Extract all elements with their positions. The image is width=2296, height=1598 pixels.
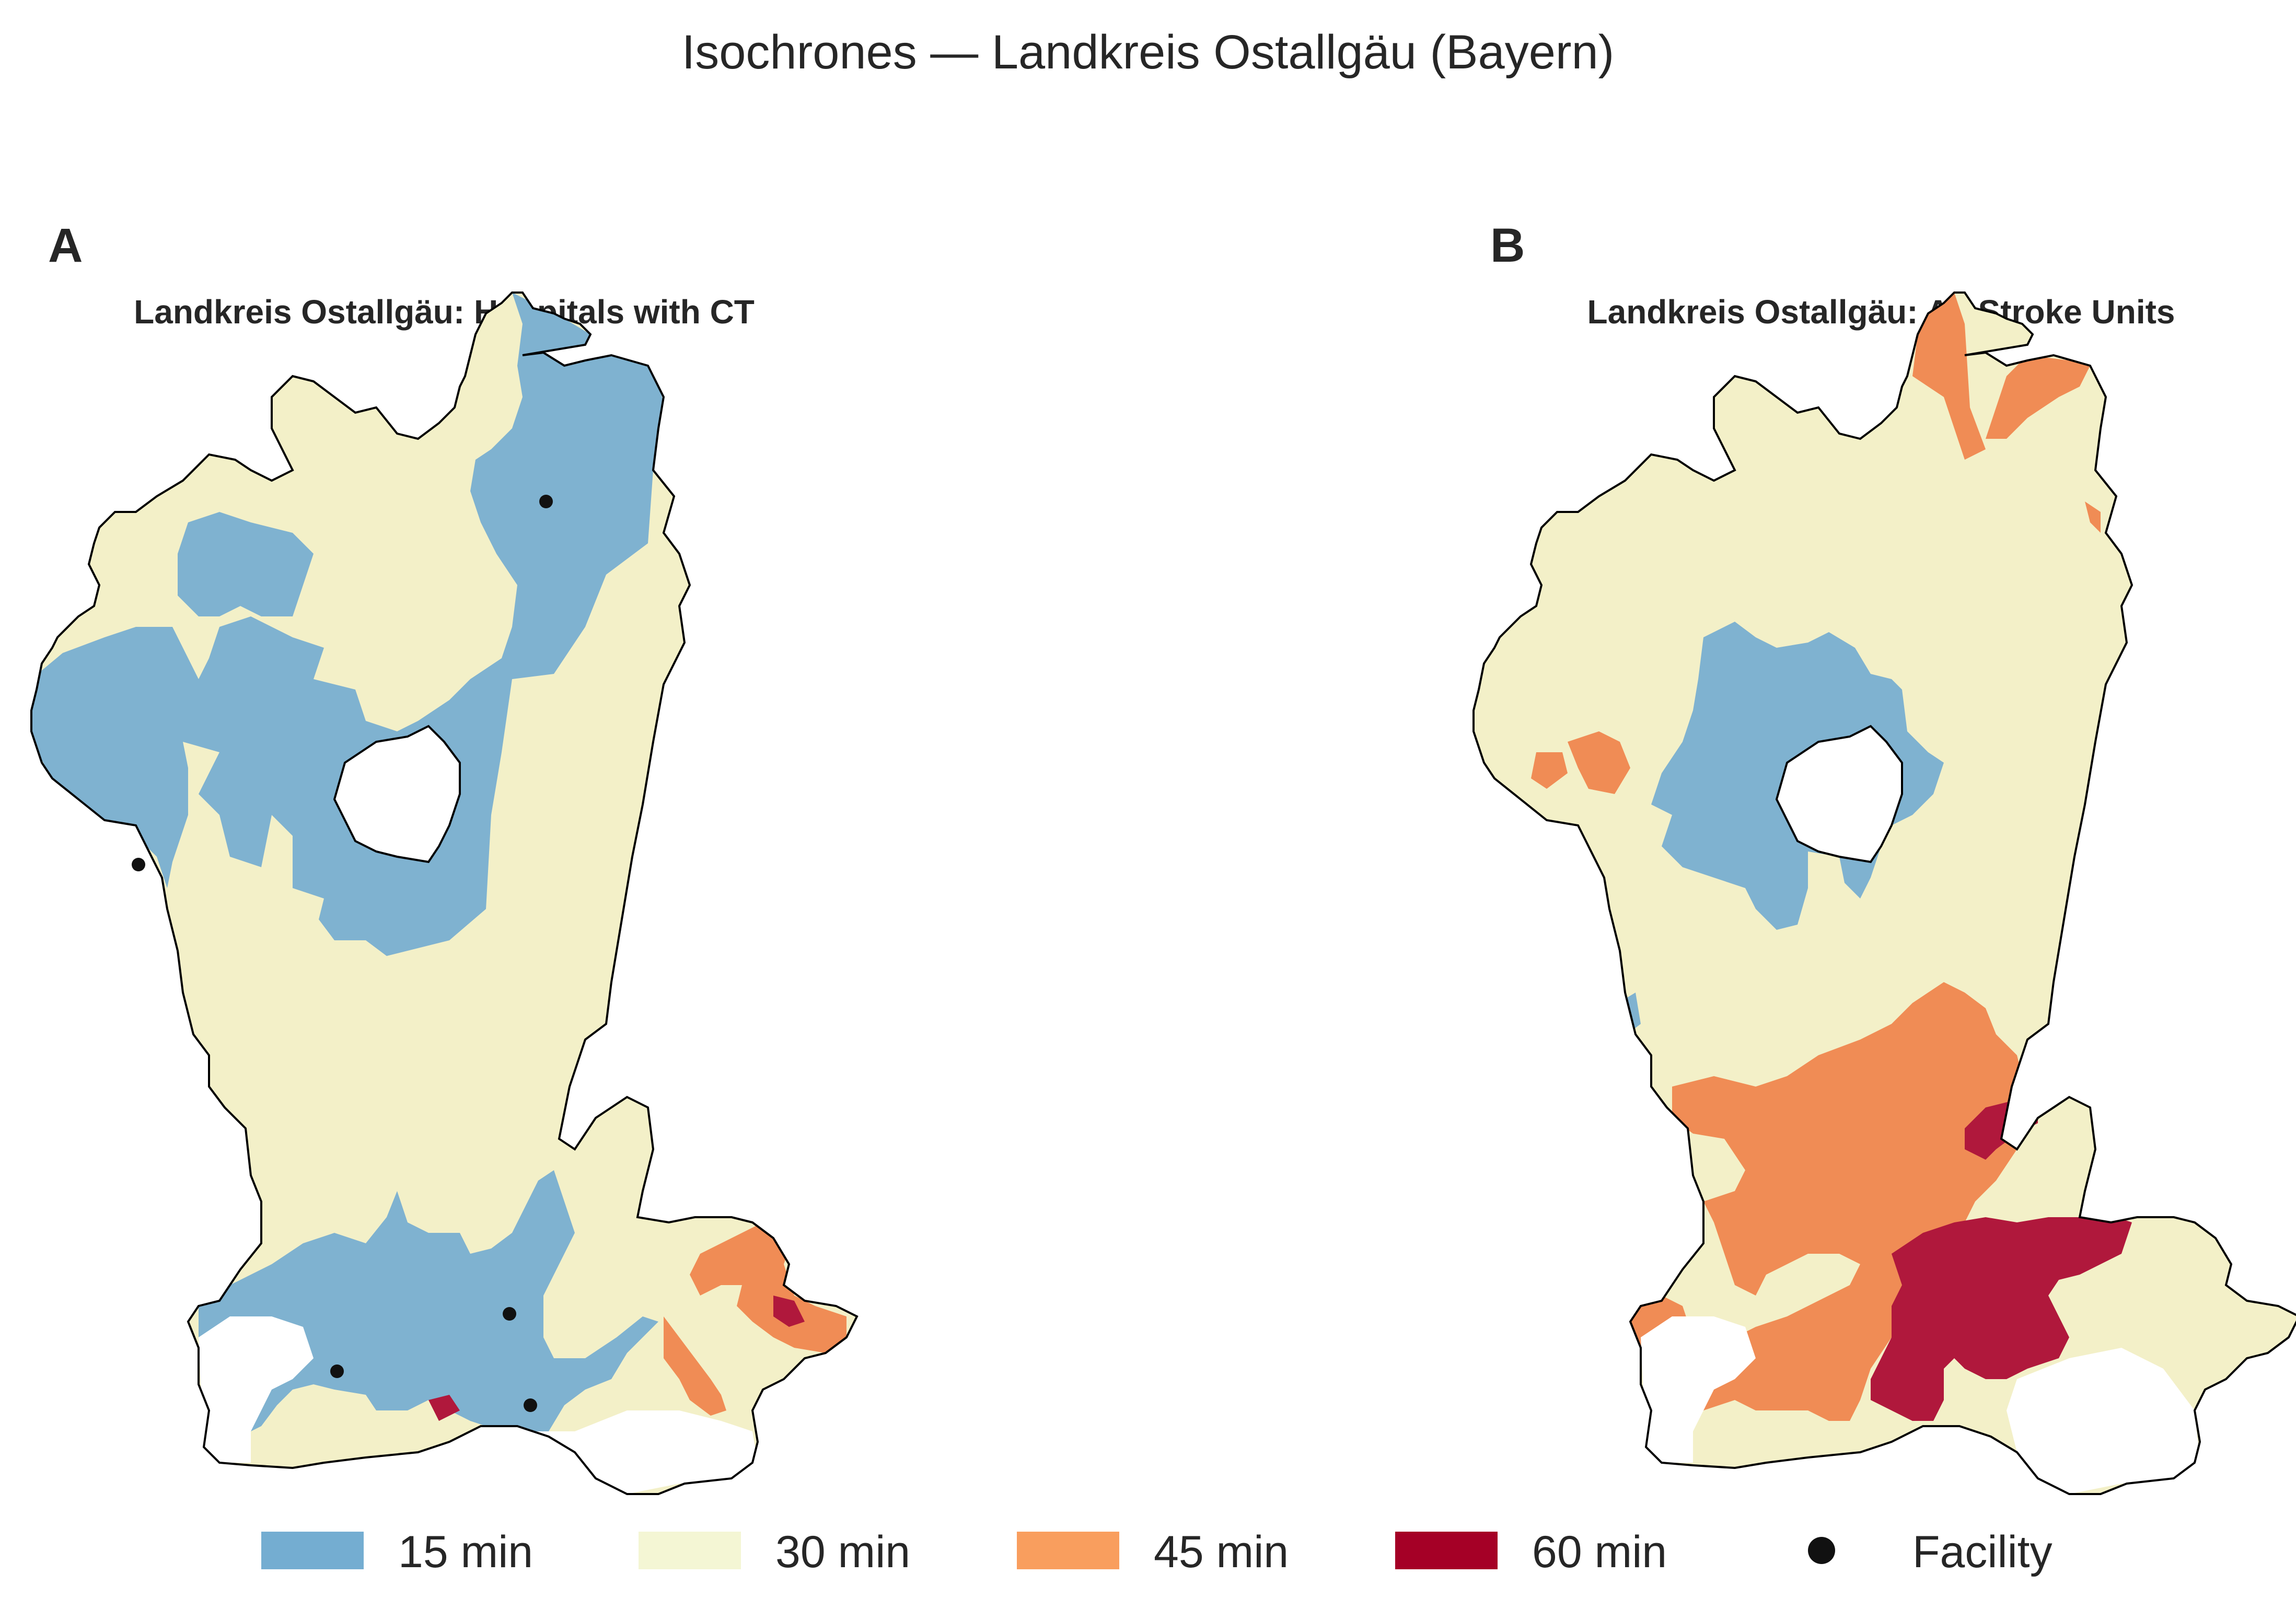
zone-15min-north xyxy=(31,293,664,956)
facility-marker xyxy=(330,1364,344,1378)
zone-45min-north-east xyxy=(1986,355,2090,439)
facility-marker xyxy=(132,858,145,871)
legend-label-60min: 60 min xyxy=(1532,1527,1667,1577)
legend-facility-dot xyxy=(1808,1537,1835,1564)
panel-a-title: Landkreis Ostallgäu: Hospitals with CT xyxy=(134,293,755,331)
unmapped-south-east xyxy=(523,1410,758,1494)
facility-marker xyxy=(539,495,553,508)
zone-60min-southeast xyxy=(1871,1217,2132,1421)
legend: 15 min 30 min 45 min 60 min Facility xyxy=(0,1520,2296,1578)
facility-marker xyxy=(524,1398,537,1412)
legend-label-15min: 15 min xyxy=(398,1527,534,1577)
panel-a-letter: A xyxy=(48,219,83,272)
figure-title: Isochrones — Landkreis Ostallgäu (Bayern… xyxy=(681,26,1615,79)
unmapped-south-east xyxy=(2007,1348,2200,1494)
excluded-area-kaufbeuren xyxy=(1775,725,1903,864)
panel-b-letter: B xyxy=(1490,219,1525,272)
unmapped-south-west xyxy=(199,1316,314,1463)
zone-45min-east xyxy=(690,1217,846,1353)
zone-15min-south xyxy=(199,1170,658,1431)
panel-b-title: Landkreis Ostallgäu: All Stroke Units xyxy=(1587,293,2175,331)
zone-45min-north xyxy=(1912,293,1986,460)
facility-marker xyxy=(503,1307,516,1321)
zone-45min-southeast xyxy=(664,1316,726,1416)
legend-swatch-45min xyxy=(1017,1532,1119,1569)
legend-swatch-30min xyxy=(639,1532,741,1569)
legend-label-45min: 45 min xyxy=(1154,1527,1289,1577)
zone-45min-west xyxy=(1531,752,1568,789)
zone-45min-east-edge xyxy=(2085,501,2101,533)
legend-label-facility: Facility xyxy=(1912,1527,2053,1577)
zone-45min-northwest xyxy=(1568,731,1630,794)
legend-swatch-60min xyxy=(1395,1532,1498,1569)
legend-label-30min: 30 min xyxy=(775,1527,911,1577)
unmapped-south-west xyxy=(1641,1316,1756,1463)
legend-swatch-15min xyxy=(261,1532,364,1569)
zone-60min-east xyxy=(773,1296,805,1327)
excluded-area-kaufbeuren xyxy=(333,725,461,864)
zone-60min-south xyxy=(428,1395,460,1421)
zone-15min-northwest xyxy=(178,512,314,616)
